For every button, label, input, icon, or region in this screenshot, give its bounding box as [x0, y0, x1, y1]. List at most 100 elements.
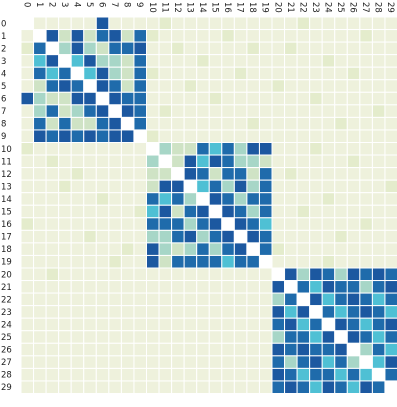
- heatmap-cell: [108, 167, 122, 181]
- heatmap-cell: [120, 380, 135, 395]
- heatmap-cell: [284, 204, 298, 219]
- heatmap-cell: [258, 192, 273, 206]
- heatmap-cell: [120, 104, 135, 118]
- heatmap-cell: [83, 330, 97, 344]
- heatmap-cell: [359, 79, 373, 93]
- heatmap-cell: [146, 29, 160, 43]
- x-tick-label: 3: [59, 2, 69, 7]
- heatmap-cell: [208, 16, 223, 31]
- heatmap-cell: [133, 54, 147, 68]
- x-tick-label: 15: [210, 2, 220, 13]
- heatmap-cell: [384, 367, 397, 382]
- heatmap-cell: [258, 129, 273, 143]
- heatmap-cell: [271, 66, 286, 81]
- x-tick-label: 18: [247, 2, 257, 13]
- heatmap-cell: [359, 104, 373, 118]
- heatmap-cell: [58, 330, 72, 344]
- heatmap-cell: [321, 29, 336, 43]
- heatmap-cell: [83, 179, 97, 194]
- heatmap-cell: [133, 79, 147, 93]
- heatmap-cell: [171, 116, 185, 131]
- heatmap-cell: [321, 142, 336, 156]
- heatmap-cell: [33, 192, 47, 206]
- heatmap-cell: [83, 342, 97, 357]
- heatmap-cell: [258, 267, 273, 282]
- heatmap-cell: [158, 305, 173, 319]
- heatmap-cell: [321, 154, 336, 169]
- heatmap-cell: [58, 380, 72, 395]
- heatmap-cell: [284, 229, 298, 244]
- heatmap-cell: [133, 254, 147, 269]
- heatmap-cell: [33, 41, 47, 56]
- y-tick-label: 24: [1, 320, 12, 330]
- heatmap-cell: [271, 91, 286, 106]
- heatmap-cell: [70, 104, 85, 118]
- heatmap-cell: [221, 254, 235, 269]
- heatmap-cell: [108, 355, 122, 369]
- heatmap-cell: [183, 16, 198, 31]
- heatmap-cell: [108, 66, 122, 81]
- heatmap-cell: [108, 305, 122, 319]
- heatmap-cell: [334, 54, 348, 68]
- heatmap-cell: [146, 91, 160, 106]
- heatmap-cell: [346, 129, 361, 143]
- heatmap-cell: [120, 292, 135, 307]
- heatmap-cell: [183, 66, 198, 81]
- heatmap-cell: [146, 229, 160, 244]
- heatmap-cell: [33, 129, 47, 143]
- heatmap-cell: [334, 229, 348, 244]
- heatmap-cell: [309, 367, 323, 382]
- heatmap-cell: [45, 192, 60, 206]
- heatmap-cell: [146, 104, 160, 118]
- heatmap-cell: [346, 142, 361, 156]
- heatmap-cell: [95, 142, 110, 156]
- heatmap-cell: [95, 342, 110, 357]
- heatmap-cell: [233, 367, 248, 382]
- heatmap-cell: [158, 16, 173, 31]
- heatmap-cell: [83, 29, 97, 43]
- heatmap-cell: [271, 41, 286, 56]
- heatmap-cell: [58, 242, 72, 256]
- heatmap-cell: [33, 91, 47, 106]
- heatmap-cell: [384, 167, 397, 181]
- heatmap-cell: [146, 342, 160, 357]
- heatmap-cell: [70, 355, 85, 369]
- heatmap-cell: [95, 154, 110, 169]
- heatmap-cell: [20, 204, 35, 219]
- heatmap-cell: [246, 116, 260, 131]
- heatmap-cell: [20, 54, 35, 68]
- heatmap-cell: [58, 355, 72, 369]
- heatmap-cell: [371, 217, 386, 231]
- heatmap-cell: [83, 167, 97, 181]
- heatmap-cell: [284, 367, 298, 382]
- heatmap-cell: [58, 129, 72, 143]
- heatmap-cell: [108, 292, 122, 307]
- heatmap-cell: [233, 54, 248, 68]
- heatmap-cell: [196, 41, 210, 56]
- heatmap-cell: [296, 292, 311, 307]
- y-tick-label: 11: [1, 157, 12, 167]
- heatmap-cell: [321, 167, 336, 181]
- heatmap-cell: [70, 29, 85, 43]
- heatmap-cell: [120, 367, 135, 382]
- heatmap-cell: [171, 305, 185, 319]
- heatmap-cell: [20, 380, 35, 395]
- heatmap-cell: [58, 367, 72, 382]
- heatmap-cell: [95, 229, 110, 244]
- heatmap-cell: [233, 16, 248, 31]
- heatmap-cell: [208, 116, 223, 131]
- heatmap-cell: [359, 330, 373, 344]
- heatmap-cell: [359, 167, 373, 181]
- heatmap-cell: [70, 79, 85, 93]
- heatmap-cell: [346, 254, 361, 269]
- heatmap-cell: [359, 380, 373, 395]
- heatmap-cell: [246, 167, 260, 181]
- heatmap-cell: [233, 91, 248, 106]
- y-tick-label: 6: [1, 95, 6, 105]
- heatmap-cell: [258, 380, 273, 395]
- heatmap-cell: [171, 267, 185, 282]
- heatmap-cell: [83, 154, 97, 169]
- heatmap-cell: [284, 167, 298, 181]
- heatmap-cell: [208, 305, 223, 319]
- heatmap-cell: [284, 342, 298, 357]
